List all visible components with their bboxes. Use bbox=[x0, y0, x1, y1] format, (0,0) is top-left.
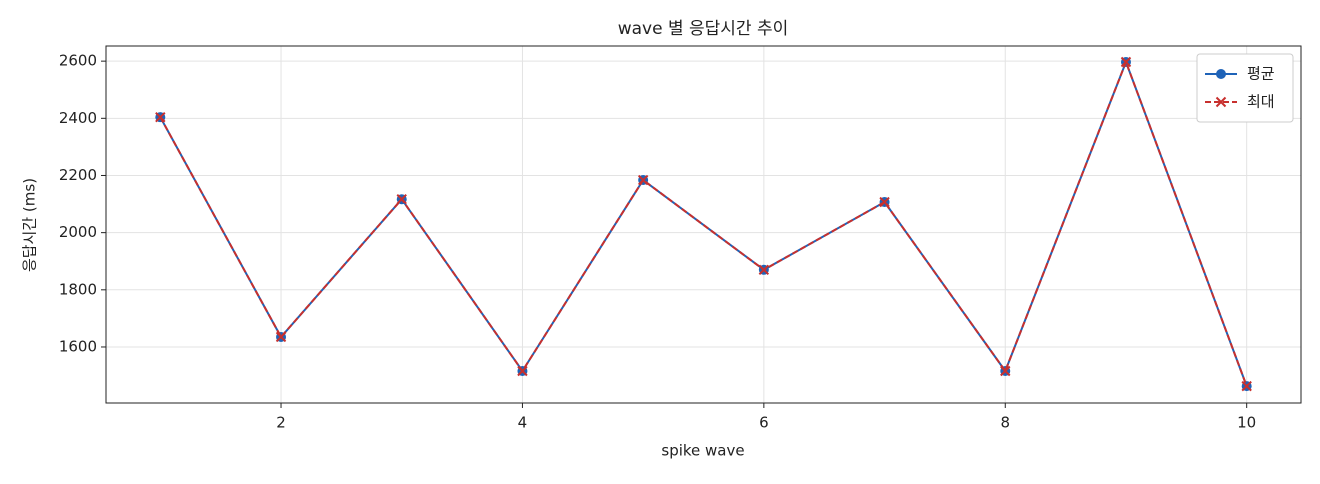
y-tick-label: 2600 bbox=[59, 52, 97, 70]
marker bbox=[879, 196, 890, 208]
legend-label: 평균 bbox=[1247, 65, 1275, 83]
y-axis-label: 응답시간 (ms) bbox=[21, 178, 39, 272]
plot bbox=[155, 56, 1252, 392]
x-axis-label: spike wave bbox=[661, 442, 744, 460]
series-line bbox=[159, 59, 1248, 387]
y-tick-label: 1600 bbox=[59, 337, 97, 355]
marker bbox=[517, 365, 528, 377]
x-tick-label: 10 bbox=[1237, 414, 1256, 432]
plot-frame bbox=[105, 45, 1302, 404]
marker bbox=[1120, 56, 1132, 68]
marker bbox=[155, 111, 166, 123]
y-tick-label: 2000 bbox=[59, 223, 97, 241]
legend-box bbox=[1196, 53, 1294, 123]
x-tick-label: 2 bbox=[276, 414, 286, 432]
chart-title: wave 별 응답시간 추이 bbox=[618, 19, 789, 39]
x-tick-label: 4 bbox=[518, 414, 528, 432]
marker bbox=[1241, 380, 1252, 392]
marker bbox=[1215, 96, 1227, 108]
y-tick-label: 2200 bbox=[59, 166, 97, 184]
marker bbox=[275, 331, 287, 343]
series-line bbox=[159, 59, 1248, 387]
y-tick-label: 1800 bbox=[59, 280, 97, 298]
marker bbox=[396, 193, 407, 205]
marker bbox=[1216, 69, 1226, 79]
marker bbox=[637, 174, 649, 186]
y-tick-label: 2400 bbox=[59, 109, 97, 127]
marker bbox=[1000, 365, 1011, 377]
legend-label: 최대 bbox=[1247, 93, 1275, 111]
marker bbox=[758, 264, 770, 276]
x-tick-label: 8 bbox=[1000, 414, 1010, 432]
x-tick-label: 6 bbox=[759, 414, 769, 432]
